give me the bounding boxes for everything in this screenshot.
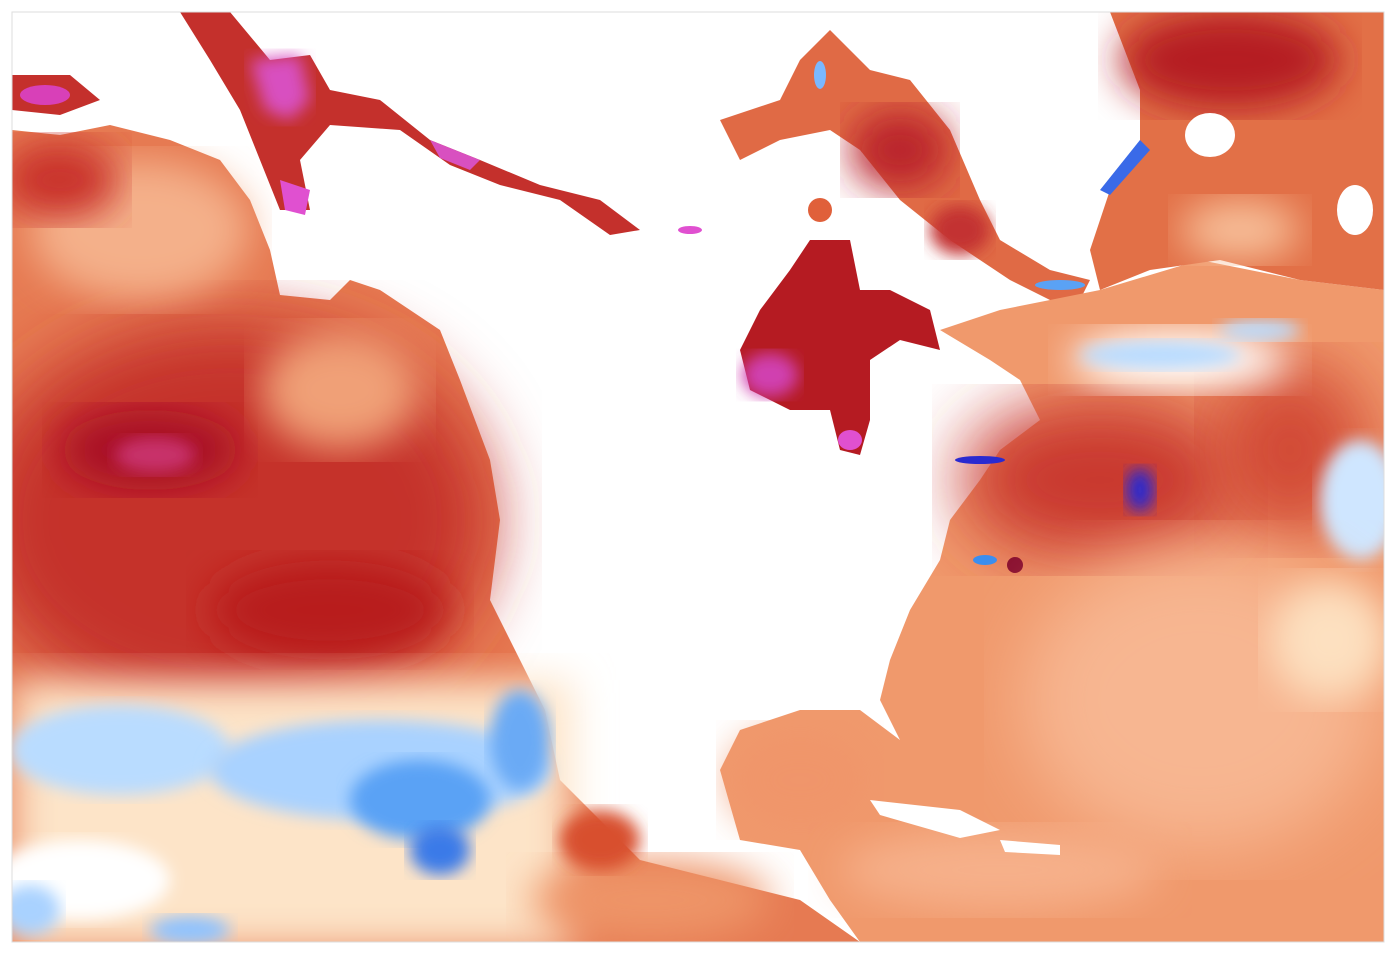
caribbean-islands	[870, 800, 1060, 855]
norwegian-sea	[1090, 12, 1384, 290]
atlantic-ocean	[720, 260, 1384, 942]
arctic-coastal-waters	[12, 12, 702, 235]
map-frame	[11, 11, 1385, 943]
pacific-ocean	[12, 125, 860, 942]
hudson-bay	[740, 198, 940, 455]
baffin-bay-labrador-sea	[720, 30, 1090, 300]
